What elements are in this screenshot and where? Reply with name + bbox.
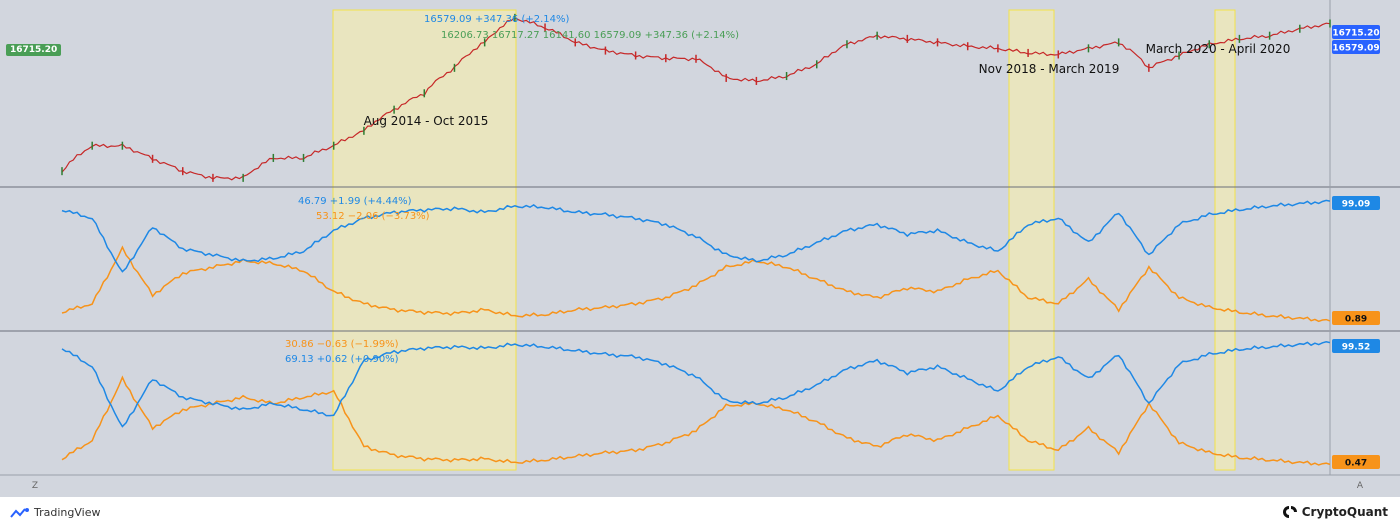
axis-tag-pane3-bottom: 0.47 — [1345, 459, 1367, 469]
series-layer — [61, 13, 1331, 466]
cryptoquant-label: CryptoQuant — [1301, 505, 1388, 519]
axis-tag-pane2-bottom-box — [1332, 311, 1380, 325]
chart-area[interactable]: Aug 2014 - Oct 2015 Nov 2018 - March 201… — [0, 0, 1400, 497]
left-price-tag: 16715.20 — [6, 44, 62, 56]
auto-scale-button[interactable]: A — [1356, 481, 1364, 491]
axis-tag-price-high: 16715.20 — [1332, 29, 1379, 39]
highlight-region-1 — [332, 9, 517, 471]
legend-pane2-orange: 53.12 −2.06 (−3.73%) — [316, 211, 430, 222]
axis-tag-pane2-top: 99.09 — [1342, 200, 1370, 210]
chart-svg: Aug 2014 - Oct 2015 Nov 2018 - March 201… — [0, 0, 1400, 497]
legend-pane3-orange: 30.86 −0.63 (−1.99%) — [285, 339, 399, 350]
footer: TradingView CryptoQuant — [0, 497, 1400, 529]
tradingview-label: TradingView — [34, 506, 101, 519]
legend-pane2-blue: 46.79 +1.99 (+4.44%) — [298, 196, 412, 207]
pane2-blue-line — [61, 199, 1331, 273]
axis-tag-price-last-box — [1332, 40, 1380, 54]
annotation-layer: Aug 2014 - Oct 2015 Nov 2018 - March 201… — [364, 42, 1291, 128]
axis-tag-pane2-top-box — [1332, 196, 1380, 210]
axis-tag-price-last: 16579.09 — [1332, 44, 1379, 54]
axis-tag-pane3-top: 99.52 — [1342, 343, 1370, 353]
axis-tag-pane2-bottom: 0.89 — [1345, 315, 1367, 325]
annotation-aug2014-oct2015: Aug 2014 - Oct 2015 — [364, 114, 489, 128]
cryptoquant-logo: CryptoQuant — [1282, 505, 1388, 519]
axis-tag-layer: 16715.20 16579.09 99.09 0.89 99.52 0.47 — [1332, 25, 1380, 469]
axis-tag-pane3-bottom-box — [1332, 455, 1380, 469]
axis-tag-price-high-box — [1332, 25, 1380, 39]
axis-tag-pane3-top-box — [1332, 339, 1380, 353]
chart-background — [0, 0, 1400, 497]
legend-ohlc: 16206.73 16717.27 16141.60 16579.09 +347… — [441, 30, 740, 41]
highlight-region-2 — [1008, 9, 1055, 471]
cryptoquant-icon — [1282, 506, 1297, 518]
annotation-mar2020-apr2020: March 2020 - April 2020 — [1146, 42, 1291, 56]
annotation-nov2018-mar2019: Nov 2018 - March 2019 — [979, 62, 1120, 76]
highlight-regions — [332, 9, 1236, 471]
pane3-blue-line — [61, 341, 1331, 428]
pane2-orange-line — [61, 245, 1331, 323]
pane-separators — [0, 0, 1400, 476]
scale-mode-left-button[interactable]: Z — [31, 481, 39, 491]
highlight-region-3 — [1214, 9, 1236, 471]
tradingview-icon — [10, 507, 29, 518]
tradingview-logo[interactable]: TradingView — [10, 506, 100, 519]
legend-price-close: 16579.09 +347.36 (+2.14%) — [424, 14, 570, 25]
legend-pane3-blue: 69.13 +0.62 (+0.90%) — [285, 354, 399, 365]
